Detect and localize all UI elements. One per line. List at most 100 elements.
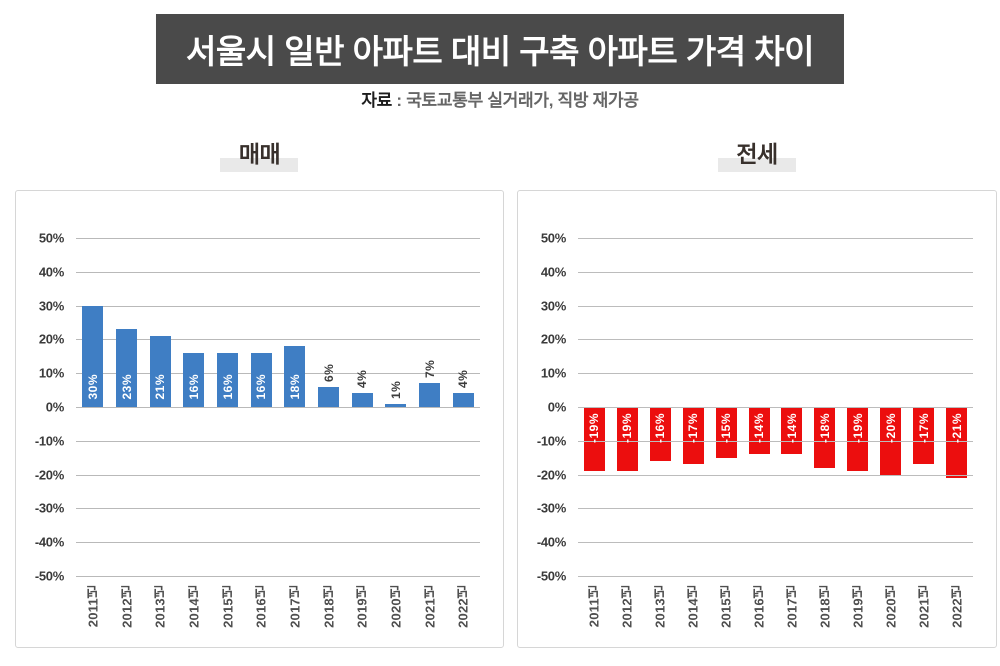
gridline (76, 339, 480, 341)
bar-2012년: 23% (116, 329, 137, 407)
bar-value-label: 1% (388, 380, 403, 399)
bar-value-label: -19% (850, 413, 865, 444)
heading-highlight (220, 158, 299, 172)
source-text: : 국토교통부 실거래가, 직방 재가공 (392, 91, 639, 110)
bar-value-label: -16% (653, 413, 668, 444)
bar-2015년: 16% (217, 352, 238, 407)
bar-2020년: -20% (880, 407, 902, 475)
y-axis-label: 40% (38, 264, 64, 280)
gridline (76, 474, 480, 476)
y-axis-label: 30% (38, 298, 64, 314)
jeonse-chart-heading: 전세 (517, 135, 997, 172)
sale-chart-panel: 50% 40% 30% 20% 10% 0% -10% -20% -30% -40% -50% 30%… (15, 190, 504, 648)
gridline (578, 339, 973, 341)
x-axis-label: 2013년 (152, 585, 168, 628)
x-axis-label: 2018년 (817, 585, 833, 628)
bar-2014년: 16% (183, 352, 205, 407)
y-axis-label: -10% (536, 433, 566, 449)
y-axis-label: 10% (540, 365, 566, 381)
y-axis-label: -40% (536, 534, 566, 550)
x-axis-label: 2019년 (850, 585, 866, 628)
y-axis-label: 50% (540, 230, 566, 246)
bar-value-label: -14% (784, 413, 799, 444)
bar-value-label: 23% (119, 374, 134, 400)
bar-value-label: 6% (321, 363, 336, 382)
heading-highlight (717, 158, 796, 172)
gridline (578, 508, 973, 510)
bar-value-label: 4% (355, 370, 370, 389)
gridline (578, 440, 973, 442)
bar-value-label: 30% (85, 374, 100, 400)
bar-value-label: -18% (817, 413, 832, 444)
y-axis-label: -10% (34, 433, 64, 449)
bar-value-label: -15% (719, 413, 734, 444)
bar-value-label: 16% (186, 374, 201, 400)
gridline (76, 305, 480, 307)
gridline (76, 407, 480, 408)
y-axis-label: -50% (536, 568, 566, 584)
gridline (578, 407, 973, 408)
bar-2019년 (351, 393, 373, 407)
gridline (578, 373, 973, 375)
x-axis-label: 2021년 (422, 585, 437, 628)
x-axis-label: 2020년 (388, 585, 404, 628)
gridline (76, 373, 480, 375)
bar-2014년: -17% (682, 407, 704, 465)
bar-2013년: -16% (649, 407, 671, 462)
x-axis-label: 2015년 (718, 585, 734, 628)
gridline (578, 305, 973, 307)
x-axis-label: 2022년 (455, 585, 471, 628)
page-title: 서울시 일반 아파트 대비 구축 아파트 가격 차이 (155, 14, 845, 84)
x-axis-label: 2017년 (287, 585, 303, 628)
bar-2021년 (419, 383, 440, 407)
gridline (76, 238, 480, 239)
y-axis-label: -30% (34, 500, 64, 516)
bar-2019년: -19% (847, 407, 869, 472)
y-axis-label: 10% (38, 365, 64, 381)
y-axis-label: -30% (536, 500, 566, 516)
gridline (76, 542, 480, 544)
bar-2020년 (385, 403, 407, 407)
x-axis-label: 2014년 (186, 585, 202, 628)
y-axis-label: 30% (540, 298, 566, 314)
x-axis-label: 2011년 (586, 585, 602, 628)
x-axis-label: 2017년 (784, 585, 800, 628)
bar-2018년: -18% (814, 407, 836, 468)
data-source-line: 자료 : 국토교통부 실거래가, 직방 재가공 (0, 86, 1000, 111)
bar-2013년: 21% (149, 336, 171, 407)
bar-2021년: -17% (913, 407, 935, 465)
y-axis-label: 20% (38, 331, 64, 347)
bar-value-label: -19% (620, 413, 635, 444)
y-axis-label: 0% (547, 399, 567, 415)
x-axis-label: 2019년 (354, 585, 370, 628)
x-axis-label: 2015년 (220, 585, 235, 628)
sale-chart-heading: 매매 (15, 135, 504, 172)
gridline (76, 508, 480, 510)
gridline (578, 271, 973, 273)
bar-2017년: 18% (284, 346, 306, 407)
y-axis-label: 50% (38, 230, 64, 246)
y-axis-label: 0% (45, 399, 65, 415)
x-axis-label: 2011년 (85, 585, 101, 628)
sale-plot-area: 50% 40% 30% 20% 10% 0% -10% -20% -30% -40% -50% 30%… (35, 231, 480, 628)
x-axis-label: 2016년 (751, 585, 767, 628)
bar-value-label: 16% (220, 374, 235, 400)
bar-2017년: -14% (781, 407, 803, 455)
bar-value-label: -17% (686, 413, 701, 444)
x-axis-label: 2014년 (685, 585, 701, 628)
gridline (76, 576, 480, 577)
gridline (76, 440, 480, 442)
bar-value-label: 7% (422, 359, 437, 379)
x-axis-label: 2020년 (883, 585, 899, 628)
y-axis-label: 40% (540, 264, 566, 280)
sale-chart-heading-label: 매매 (220, 135, 299, 172)
bar-value-label: 4% (456, 370, 471, 389)
bar-2011년: -19% (583, 407, 605, 472)
y-axis-label: -20% (34, 467, 64, 483)
x-axis-label: 2021년 (916, 585, 932, 628)
bar-value-label: -19% (587, 413, 602, 444)
x-axis-label: 2016년 (253, 585, 269, 628)
x-axis-label: 2012년 (619, 585, 635, 628)
x-axis-label: 2018년 (321, 585, 336, 628)
